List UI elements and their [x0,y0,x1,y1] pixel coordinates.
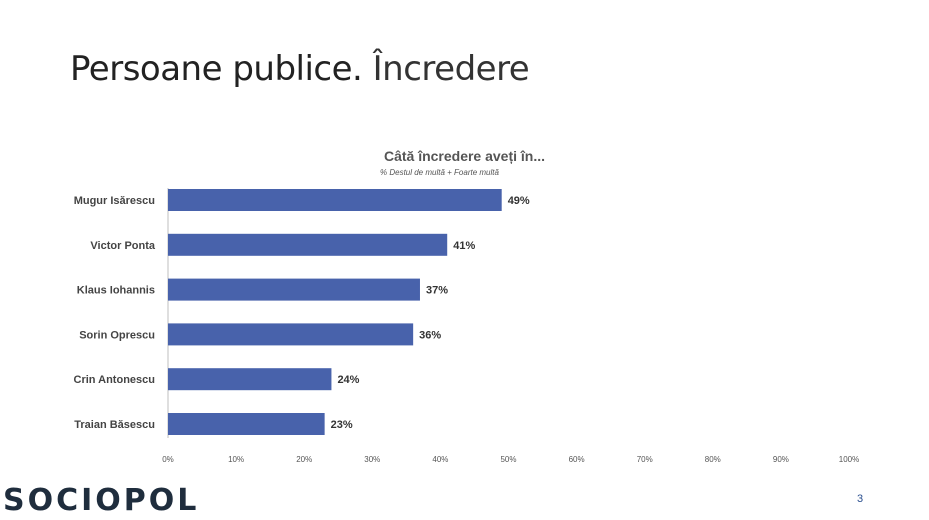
data-label: 24% [337,374,359,386]
category-label: Crin Antonescu [74,374,156,386]
bar [168,323,414,346]
category-label: Sorin Oprescu [79,329,155,341]
x-tick-label: 60% [569,455,585,464]
x-tick-label: 80% [705,455,721,464]
x-tick-label: 70% [637,455,653,464]
x-tick-label: 20% [296,455,312,464]
bar [168,233,448,256]
x-tick-label: 0% [162,455,174,464]
data-label: 49% [508,195,530,207]
x-tick-label: 100% [839,455,859,464]
bar [168,278,420,301]
category-label: Mugur Isărescu [74,195,155,207]
x-tick-label: 40% [432,455,448,464]
sociopol-logo: SOCIOPOL [3,483,200,518]
slide-title-separator: . [352,49,363,89]
slide-title-sub: Încredere [362,49,530,89]
page-number: 3 [857,493,864,505]
data-label: 36% [419,329,441,341]
slide-title: Persoane publice. Încredere [70,49,530,89]
category-label: Traian Băsescu [74,419,155,431]
chart-title: Câtă încredere aveți în... [0,148,929,164]
chart-title-text: Câtă încredere aveți în... [383,148,546,164]
bar [168,413,325,435]
chart-subtitle: % Destul de multă + Foarte multă [380,168,499,177]
x-tick-label: 10% [228,455,244,464]
data-label: 41% [453,240,475,252]
x-tick-label: 90% [773,455,789,464]
x-tick-label: 50% [500,455,516,464]
bar [168,368,332,391]
bar [168,189,502,211]
x-tick-label: 30% [364,455,380,464]
category-label: Klaus Iohannis [77,285,155,297]
data-label: 23% [331,419,353,431]
data-label: 37% [426,285,448,297]
slide-title-main: Persoane publice [70,49,353,89]
category-label: Victor Ponta [90,240,155,252]
